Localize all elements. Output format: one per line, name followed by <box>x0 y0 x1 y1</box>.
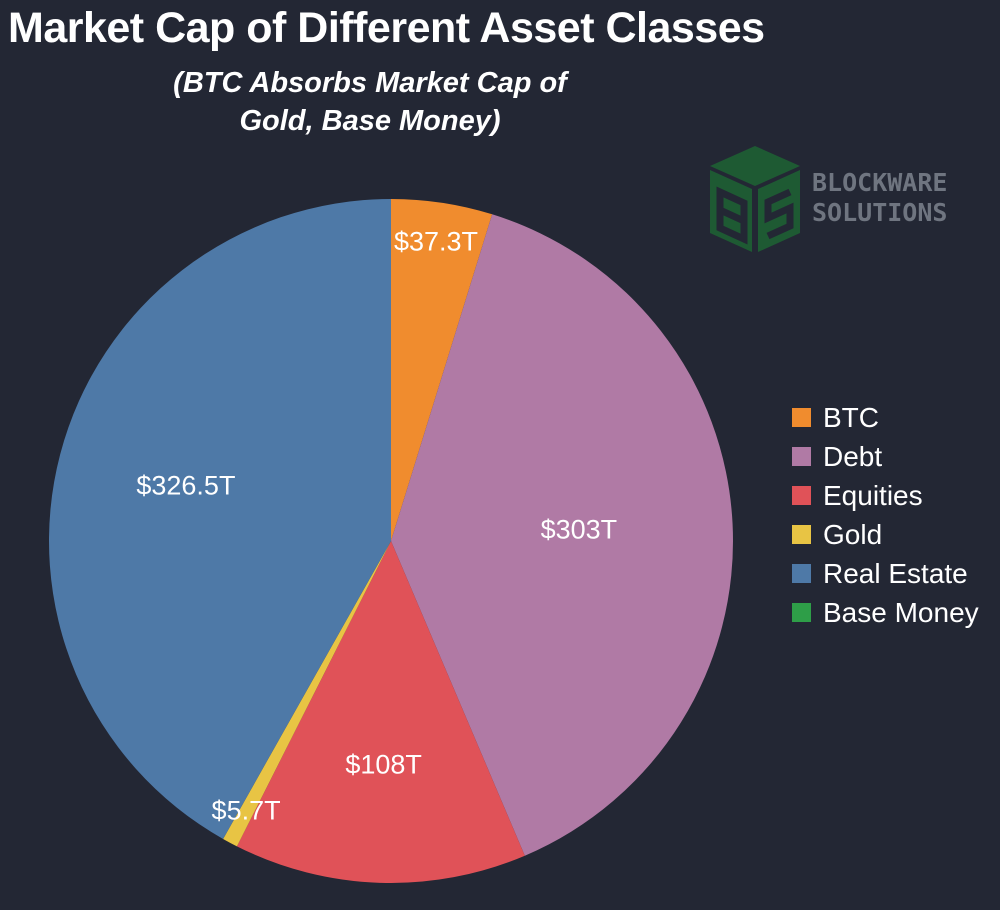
chart-legend: BTC Debt Equities Gold Real Estate Base Money <box>792 398 979 632</box>
legend-swatch-base-money <box>792 603 811 622</box>
legend-label-equities: Equities <box>823 479 923 511</box>
pie-slice-equities <box>236 541 525 883</box>
slice-label-btc: $37.3T <box>394 227 478 257</box>
logo-wordmark: BLOCKWARE SOLUTIONS <box>812 168 947 228</box>
pie-slice-btc <box>391 199 493 541</box>
legend-item-gold: Gold <box>792 515 979 554</box>
legend-swatch-debt <box>792 447 811 466</box>
legend-label-debt: Debt <box>823 440 883 472</box>
legend-label-real-estate: Real Estate <box>823 557 968 589</box>
pie-slice-gold <box>223 541 391 847</box>
legend-label-base-money: Base Money <box>823 596 979 628</box>
pie-slice-debt <box>391 214 733 856</box>
slice-label-real-estate: $326.5T <box>136 470 235 500</box>
slice-label-gold: $5.7T <box>212 796 281 826</box>
legend-item-base-money: Base Money <box>792 593 979 632</box>
chart-title: Market Cap of Different Asset Classes <box>8 4 765 52</box>
chart-subtitle: (BTC Absorbs Market Cap of Gold, Base Mo… <box>173 67 567 137</box>
legend-item-real-estate: Real Estate <box>792 554 979 593</box>
slice-label-equities: $108T <box>345 750 422 780</box>
pie-slice-real-estate <box>48 198 392 839</box>
legend-item-debt: Debt <box>792 437 979 476</box>
legend-item-equities: Equities <box>792 476 979 515</box>
blockware-logo-icon <box>710 146 800 252</box>
logo-line-1: BLOCKWARE <box>812 168 948 197</box>
legend-swatch-btc <box>792 408 811 427</box>
legend-item-btc: BTC <box>792 398 979 437</box>
legend-swatch-gold <box>792 525 811 544</box>
legend-label-btc: BTC <box>823 401 879 433</box>
legend-label-gold: Gold <box>823 518 883 550</box>
legend-swatch-equities <box>792 486 811 505</box>
logo-line-2: SOLUTIONS <box>812 198 948 227</box>
legend-swatch-real-estate <box>792 564 811 583</box>
slice-label-debt: $303T <box>541 515 618 545</box>
